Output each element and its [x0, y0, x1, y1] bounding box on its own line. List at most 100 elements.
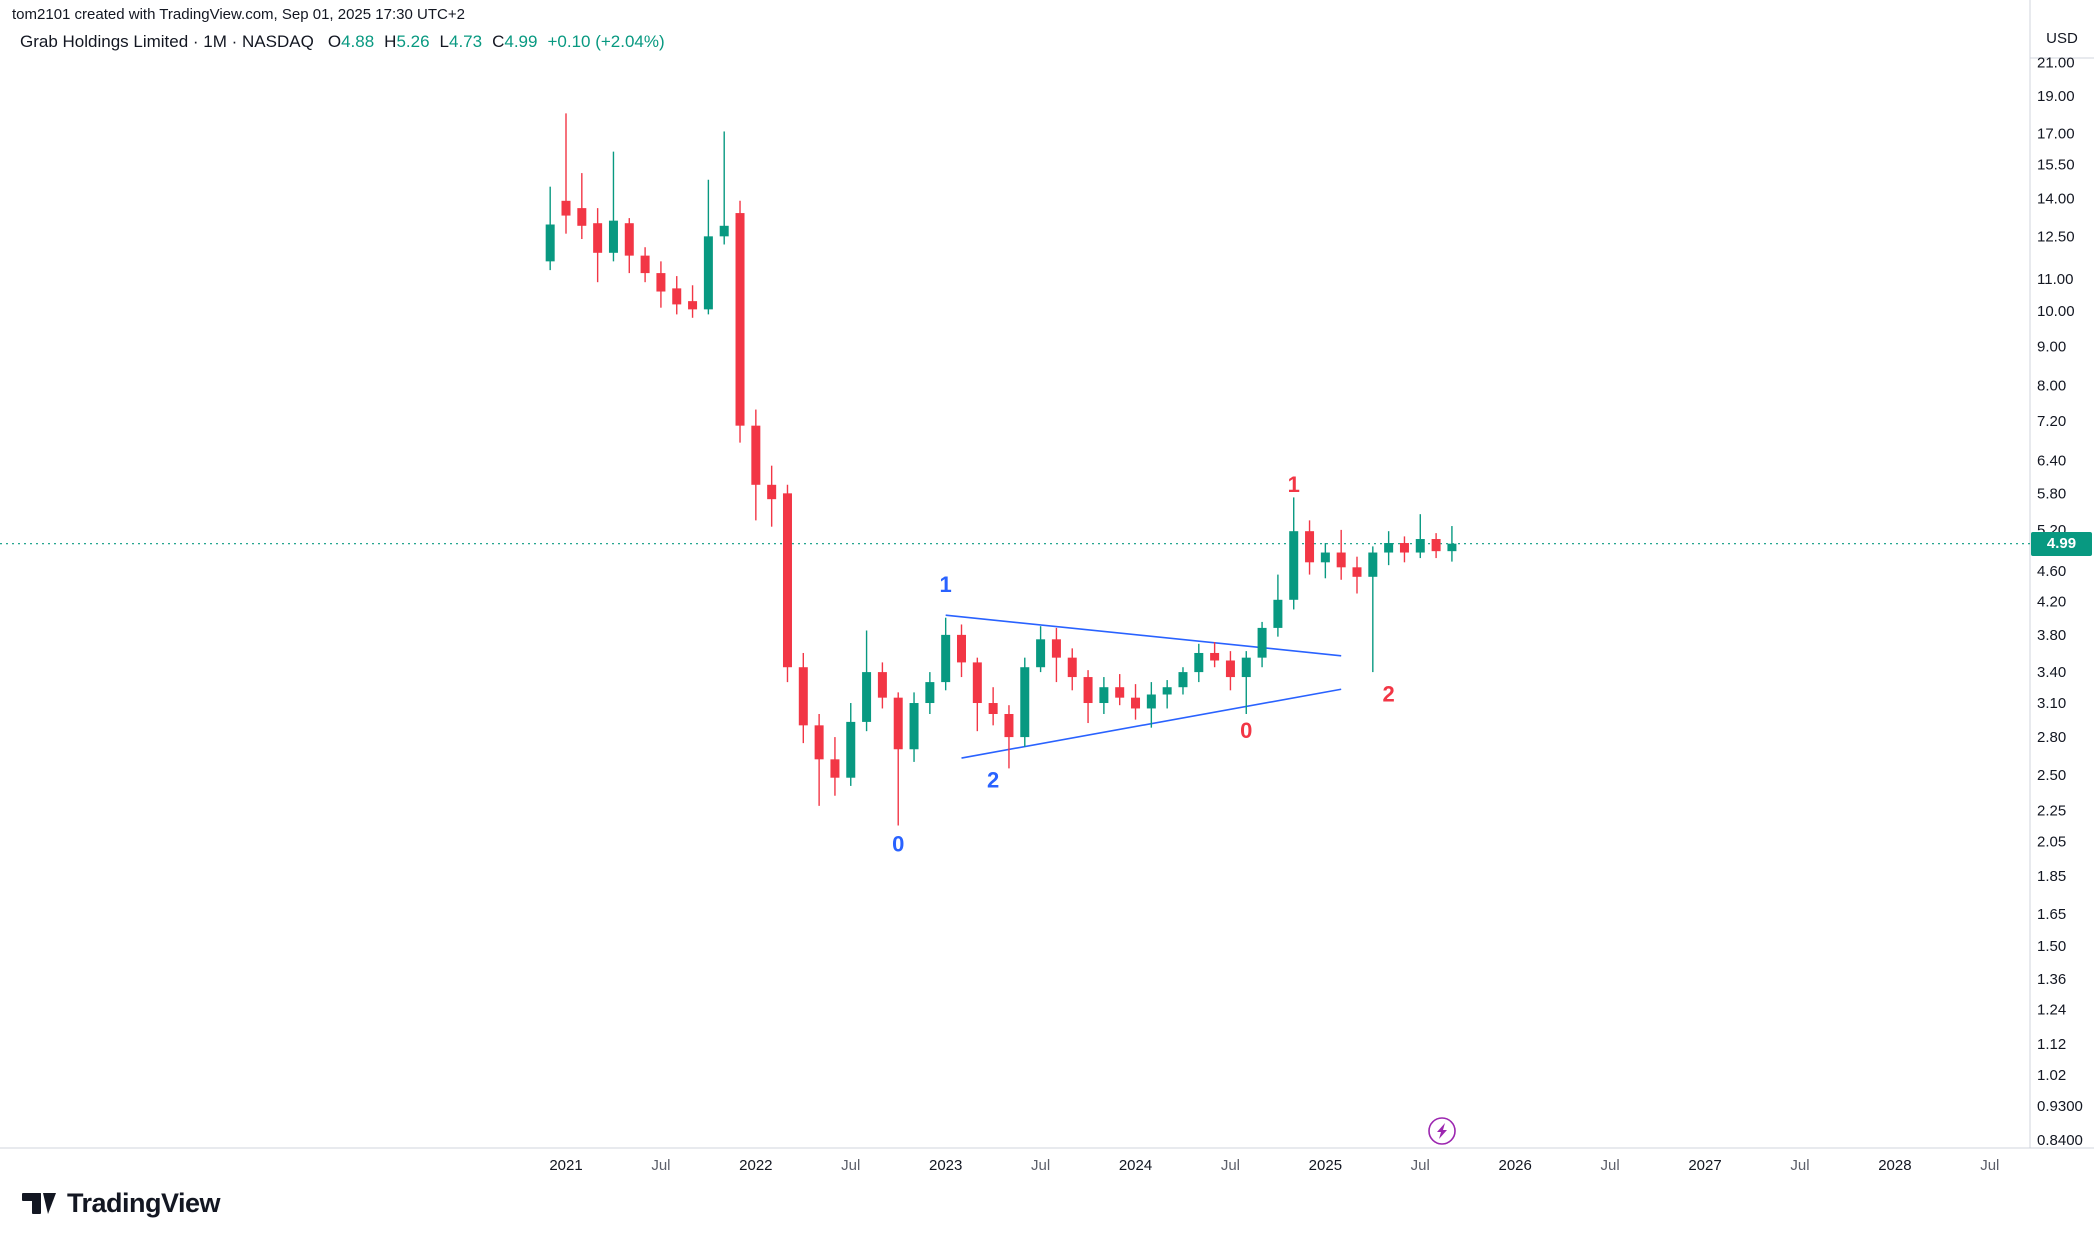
candle-down [877, 672, 887, 698]
ohlc-high: H 5.26 [384, 32, 430, 51]
lightning-marker[interactable] [1428, 1117, 1456, 1145]
time-tick-label: Jul [1411, 1157, 1430, 1174]
candle-up [1368, 552, 1378, 577]
time-tick-label: 2024 [1119, 1157, 1152, 1174]
price-tick-label: 1.24 [2037, 1002, 2066, 1019]
time-tick-label: 2023 [929, 1157, 962, 1174]
candle-up [1099, 687, 1109, 704]
candle-up [925, 682, 935, 704]
candle-up [1178, 672, 1188, 688]
wave-label[interactable]: 0 [1240, 718, 1252, 743]
price-tick-label: 2.80 [2037, 729, 2066, 746]
tradingview-logo-text: TradingView [67, 1187, 221, 1218]
lightning-icon [1437, 1123, 1447, 1139]
time-tick-label: 2022 [739, 1157, 772, 1174]
price-tick-label: 1.85 [2037, 868, 2066, 885]
candle-down [1004, 713, 1014, 738]
time-tick-label: 2025 [1309, 1157, 1342, 1174]
candle-down [957, 634, 966, 663]
price-tick-label: 1.36 [2037, 971, 2066, 988]
price-tick-label: 1.50 [2037, 938, 2066, 955]
price-tick-label: 4.60 [2037, 563, 2066, 580]
candle-up [719, 225, 729, 237]
price-tick-label: 8.00 [2037, 378, 2066, 395]
time-tick-label: 2028 [1878, 1157, 1911, 1174]
price-tick-label: 7.20 [2037, 413, 2066, 430]
price-tick-label: 3.80 [2037, 627, 2066, 644]
time-tick-label: Jul [1601, 1157, 1620, 1174]
candle-down [735, 213, 745, 426]
candle-down [1336, 552, 1346, 568]
candle-down [1210, 652, 1220, 661]
wave-label[interactable]: 1 [1288, 472, 1300, 497]
price-tick-label: 21.00 [2037, 55, 2075, 72]
candle-down [893, 697, 903, 750]
wave-label[interactable]: 2 [987, 767, 999, 792]
candle-down [814, 725, 824, 760]
price-change: +0.10 (+2.04%) [547, 32, 665, 51]
time-tick-label: 2026 [1499, 1157, 1532, 1174]
candle-down [1399, 543, 1409, 553]
candle-down [656, 273, 666, 292]
credit-line: tom2101 created with TradingView.com, Se… [12, 6, 465, 23]
wave-label[interactable]: 0 [892, 832, 904, 857]
time-tick-label: Jul [651, 1157, 670, 1174]
candle-down [972, 662, 982, 704]
candle-down [1431, 539, 1441, 552]
ohlc-close: C 4.99 [492, 32, 538, 51]
price-tick-label: 2.50 [2037, 767, 2066, 784]
price-tick-label: 2.25 [2037, 802, 2066, 819]
time-tick-label: Jul [1790, 1157, 1809, 1174]
candle-up [1415, 539, 1425, 553]
candle-down [1225, 660, 1235, 678]
price-tick-label: 17.00 [2037, 125, 2075, 142]
candle-up [1241, 657, 1251, 678]
currency-label: USD [2046, 30, 2078, 47]
candle-up [1384, 543, 1394, 553]
price-tick-label: 19.00 [2037, 88, 2075, 105]
candle-down [1115, 687, 1125, 698]
candle-down [672, 288, 682, 305]
candle-up [1447, 543, 1457, 552]
time-tick-label: Jul [1031, 1157, 1050, 1174]
candle-down [988, 703, 998, 714]
price-tick-label: 3.40 [2037, 664, 2066, 681]
candle-up [1162, 687, 1172, 695]
candle-up [1257, 627, 1267, 658]
candle-up [909, 703, 919, 750]
time-tick-label: 2021 [549, 1157, 582, 1174]
price-tick-label: 10.00 [2037, 303, 2075, 320]
candle-down [593, 223, 603, 253]
price-tick-label: 5.80 [2037, 485, 2066, 502]
candle-down [782, 493, 792, 668]
candle-up [1289, 531, 1299, 600]
candle-down [1131, 697, 1141, 709]
candle-up [1036, 639, 1046, 668]
candle-up [1020, 667, 1030, 738]
candle-up [941, 634, 951, 683]
time-tick-label: Jul [1221, 1157, 1240, 1174]
wave-label[interactable]: 2 [1383, 681, 1395, 706]
price-tick-label: 14.00 [2037, 190, 2075, 207]
symbol-title[interactable]: Grab Holdings Limited · 1M · NASDAQ [20, 32, 314, 51]
wave-label[interactable]: 1 [940, 572, 952, 597]
price-tick-label: 11.00 [2037, 271, 2073, 288]
ohlc-low: L 4.73 [439, 32, 483, 51]
trendline[interactable] [945, 614, 1342, 657]
candle-up [846, 721, 856, 778]
price-tick-label: 1.12 [2037, 1036, 2066, 1053]
candle-up [608, 220, 618, 253]
ohlc-values: O 4.88 H 5.26 L 4.73 C 4.99 +0.10 (+2.04%) [328, 32, 665, 52]
candle-down [830, 759, 840, 778]
candle-down [624, 223, 634, 256]
price-tick-label: 2.05 [2037, 833, 2066, 850]
candle-down [1067, 657, 1077, 678]
price-tick-label: 12.50 [2037, 228, 2075, 245]
symbol-legend: Grab Holdings Limited · 1M · NASDAQ O 4.8… [20, 32, 665, 52]
candle-down [1352, 567, 1362, 577]
candle-down [751, 425, 761, 485]
tradingview-logo[interactable]: TradingView [22, 1186, 221, 1220]
time-tick-label: 2027 [1688, 1157, 1721, 1174]
